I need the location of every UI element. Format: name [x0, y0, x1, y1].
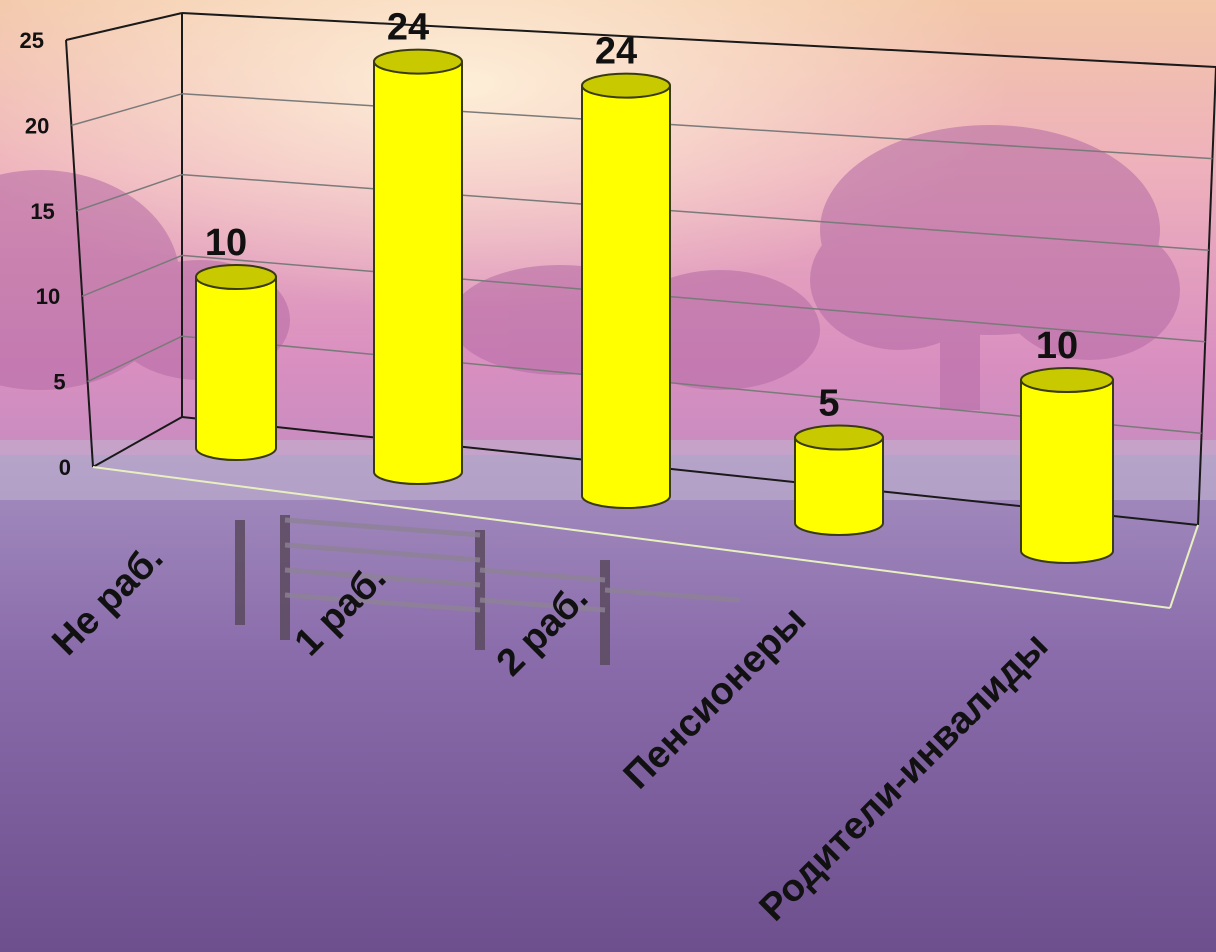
- data-label: 5: [818, 383, 839, 425]
- data-label: 10: [1036, 325, 1078, 367]
- y-axis-line: [65, 39, 94, 468]
- floor-left-edge: [92, 416, 183, 468]
- y-tick-label: 25: [20, 28, 44, 53]
- bar-top: [1020, 367, 1114, 393]
- side-gridline: [81, 254, 183, 297]
- bar: [581, 72, 671, 509]
- y-tick-label: 5: [53, 370, 65, 395]
- data-labels: 10 24 24 5 10: [205, 7, 1078, 425]
- bar: [1020, 367, 1114, 564]
- back-gridline: [181, 173, 1209, 251]
- side-gridline: [76, 173, 183, 212]
- bar-body: [794, 436, 884, 536]
- chart-frame: [65, 12, 1216, 609]
- y-axis-ticks: 0 5 10 15 20 25: [20, 28, 71, 480]
- floor-right-edge: [1169, 524, 1199, 609]
- side-gridline: [71, 93, 183, 127]
- back-gridline: [181, 254, 1206, 343]
- data-label: 24: [595, 31, 637, 73]
- back-wall-top-edge: [181, 12, 1216, 68]
- side-gridline: [87, 335, 183, 383]
- y-tick-label: 10: [36, 284, 60, 309]
- floor-front-edge: [92, 466, 1171, 609]
- bar-body: [581, 84, 671, 509]
- data-label: 24: [387, 7, 429, 49]
- bar-top: [195, 264, 277, 290]
- bar-body: [1020, 379, 1114, 564]
- back-wall-right-edge: [1197, 66, 1216, 526]
- back-gridline: [181, 93, 1213, 160]
- y-tick-label: 0: [59, 455, 71, 480]
- bar-body: [373, 60, 463, 485]
- bar-top: [581, 72, 671, 99]
- bar: [195, 264, 277, 461]
- bar-top: [794, 424, 884, 451]
- bars: [195, 48, 1114, 564]
- y-tick-label: 20: [25, 113, 49, 138]
- data-label: 10: [205, 222, 247, 264]
- y-tick-label: 15: [30, 199, 54, 224]
- bar-body: [195, 276, 277, 461]
- bar: [373, 48, 463, 485]
- side-wall-top-edge: [65, 12, 183, 41]
- bar-top: [373, 48, 463, 75]
- bar: [794, 424, 884, 536]
